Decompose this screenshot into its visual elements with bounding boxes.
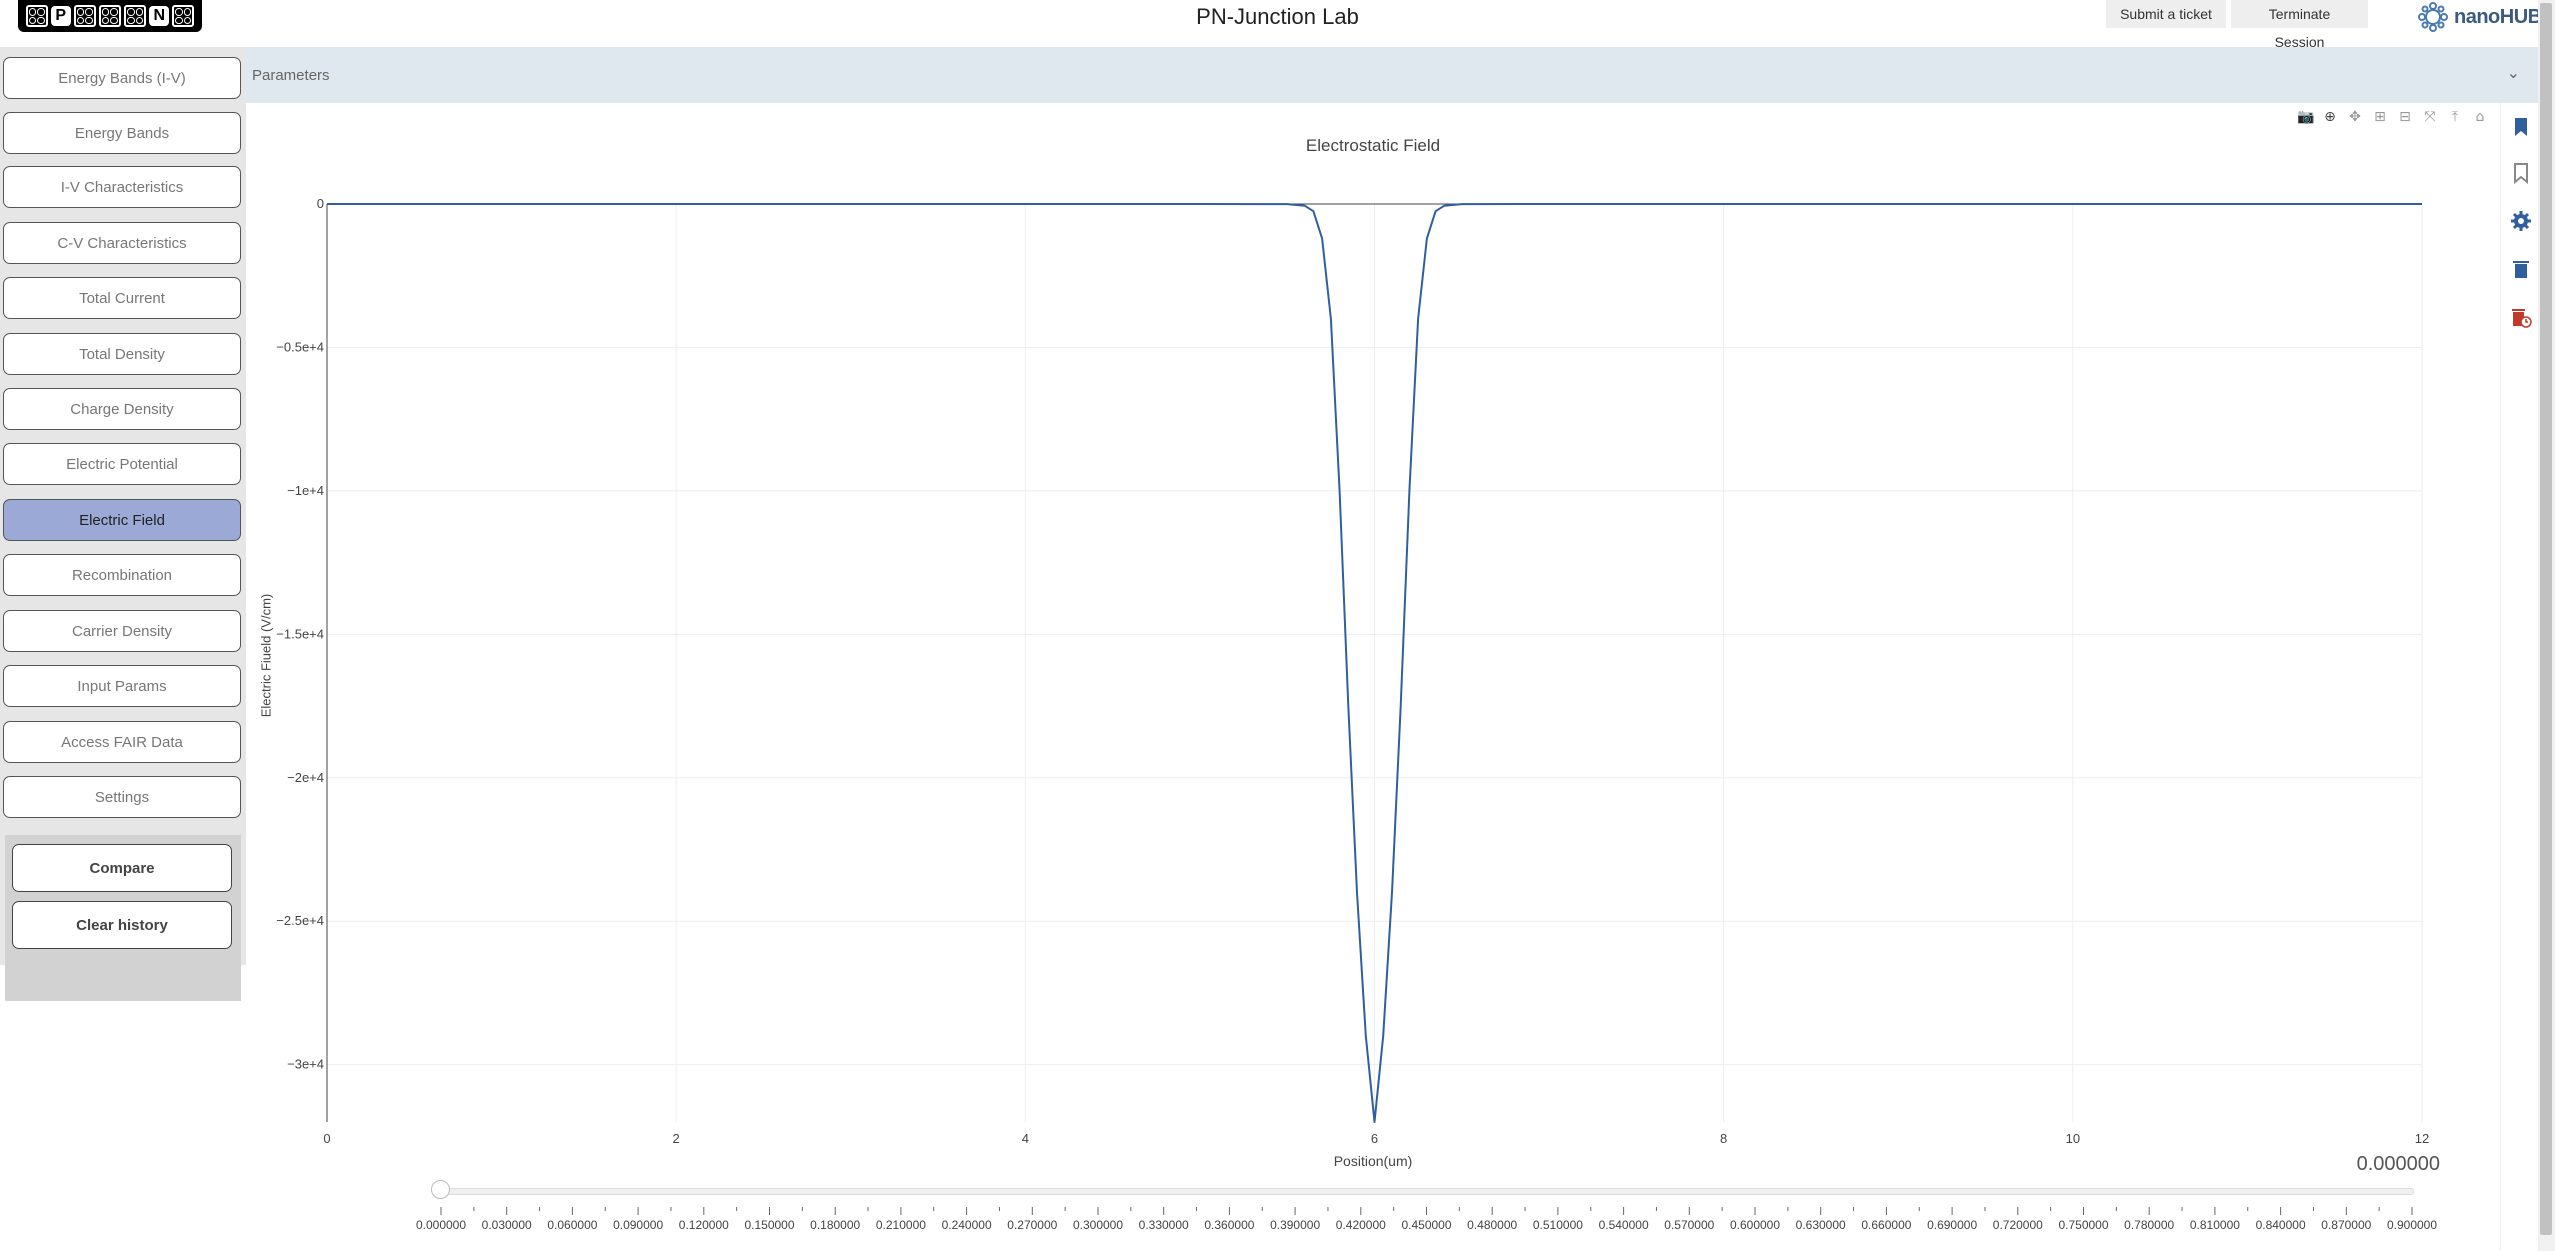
page-scrollbar-thumb[interactable] (2540, 3, 2552, 1235)
y-tick-label: −1e+4 (287, 483, 324, 498)
nav-iv-characteristics[interactable]: I-V Characteristics (3, 166, 241, 208)
nav-energy-bands[interactable]: Energy Bands (3, 112, 241, 154)
logo-dots-icon (124, 5, 147, 27)
x-tick-label: 6 (1371, 1131, 1378, 1146)
electric-field-line (327, 203, 2422, 1123)
logo-letter-n: N (149, 6, 170, 26)
nav-input-params[interactable]: Input Params (3, 665, 241, 707)
x-tick-label: 10 (2066, 1131, 2080, 1146)
app-header: P N PN-Junction Lab Submit a ticket Term… (0, 0, 2555, 50)
y-tick-label: −2.5e+4 (276, 913, 324, 928)
nav-recombination[interactable]: Recombination (3, 554, 241, 596)
logo-dots-icon (172, 5, 195, 27)
pn-logo: P N (18, 0, 202, 32)
bookmark-outline-icon[interactable] (2509, 161, 2533, 185)
trash-clock-icon[interactable] (2509, 305, 2533, 329)
brand-name: nanoHUB (2454, 5, 2542, 28)
nanohub-logo[interactable]: nanoHUB (2416, 0, 2542, 34)
plot-area[interactable]: 📷 ⊕ ✥ ⊞ ⊟ ⤧ ⤒ ⌂ Electrostatic Field 0 2 4 6… (246, 103, 2500, 1251)
logo-dots-icon (73, 5, 96, 27)
x-tick-label: 4 (1022, 1131, 1029, 1146)
clear-history-button[interactable]: Clear history (12, 901, 232, 949)
x-tick-label: 0 (323, 1131, 330, 1146)
chart-title: Electrostatic Field (1305, 136, 1441, 155)
nav-electric-potential[interactable]: Electric Potential (3, 443, 241, 485)
nav-settings[interactable]: Settings (3, 776, 241, 818)
y-tick-label: −1.5e+4 (276, 626, 324, 641)
zoom-icon[interactable]: ⊕ (2324, 109, 2336, 125)
logo-dots-icon (25, 5, 48, 27)
logo-dots-icon (98, 5, 121, 27)
nanohub-gear-icon (2418, 2, 2448, 32)
autoscale-icon[interactable]: ⤧ (2424, 109, 2436, 125)
app-title: PN-Junction Lab (1196, 4, 1359, 29)
y-tick-label: 0 (317, 196, 324, 211)
parameters-panel-header[interactable]: Parameters ⌄ (246, 47, 2538, 103)
camera-icon[interactable]: 📷 (2297, 109, 2315, 125)
x-tick-label: 12 (2415, 1131, 2429, 1146)
home-icon[interactable]: ⌂ (2475, 109, 2485, 125)
nav-total-current[interactable]: Total Current (3, 277, 241, 319)
electric-field-chart[interactable]: 0 2 4 6 8 10 12 0 −0.5e+4 −1e+4 −1.5e+4 −2e+4 −2.5e+… (246, 103, 2500, 1251)
chevron-down-icon[interactable]: ⌄ (2506, 63, 2520, 82)
x-axis-title: Position(um) (1333, 1153, 1413, 1169)
nav-total-density[interactable]: Total Density (3, 333, 241, 375)
logo-letter-p: P (50, 6, 71, 26)
nav-energy-bands-iv[interactable]: Energy Bands (I-V) (3, 57, 241, 99)
compare-button[interactable]: Compare (12, 844, 232, 892)
nav-carrier-density[interactable]: Carrier Density (3, 610, 241, 652)
trash-icon[interactable] (2509, 257, 2533, 281)
y-tick-label: −3e+4 (287, 1057, 324, 1072)
nav-electric-field[interactable]: Electric Field (3, 499, 241, 541)
history-panel: Compare Clear history (5, 835, 241, 1001)
submit-ticket-button[interactable]: Submit a ticket (2106, 0, 2226, 28)
sidebar: Energy Bands (I-V) Energy Bands I-V Char… (0, 47, 246, 1001)
terminate-session-button[interactable]: Terminate Session (2231, 0, 2368, 50)
nav-cv-characteristics[interactable]: C-V Characteristics (3, 222, 241, 264)
y-tick-label: −0.5e+4 (276, 339, 324, 354)
side-toolbar (2500, 103, 2539, 1251)
y-axis-title: Electric Fiueld (V/cm) (258, 593, 274, 718)
gear-icon[interactable] (2509, 209, 2533, 233)
reset-axes-icon[interactable]: ⤒ (2451, 109, 2459, 125)
zoom-in-icon[interactable]: ⊞ (2374, 109, 2386, 125)
y-tick-label: −2e+4 (287, 770, 324, 785)
slider-value: 0.000000 (2356, 1153, 2440, 1175)
parameters-label: Parameters (252, 67, 330, 84)
plot-modebar: 📷 ⊕ ✥ ⊞ ⊟ ⤧ ⤒ ⌂ (2297, 109, 2488, 125)
nav-access-fair-data[interactable]: Access FAIR Data (3, 721, 241, 763)
nav-charge-density[interactable]: Charge Density (3, 388, 241, 430)
x-tick-label: 2 (673, 1131, 680, 1146)
voltage-slider-track[interactable] (441, 1188, 2414, 1195)
zoom-out-icon[interactable]: ⊟ (2399, 109, 2411, 125)
pan-icon[interactable]: ✥ (2349, 109, 2361, 125)
bookmark-icon[interactable] (2509, 115, 2533, 139)
x-tick-label: 8 (1720, 1131, 1727, 1146)
voltage-slider-handle[interactable] (431, 1180, 450, 1199)
